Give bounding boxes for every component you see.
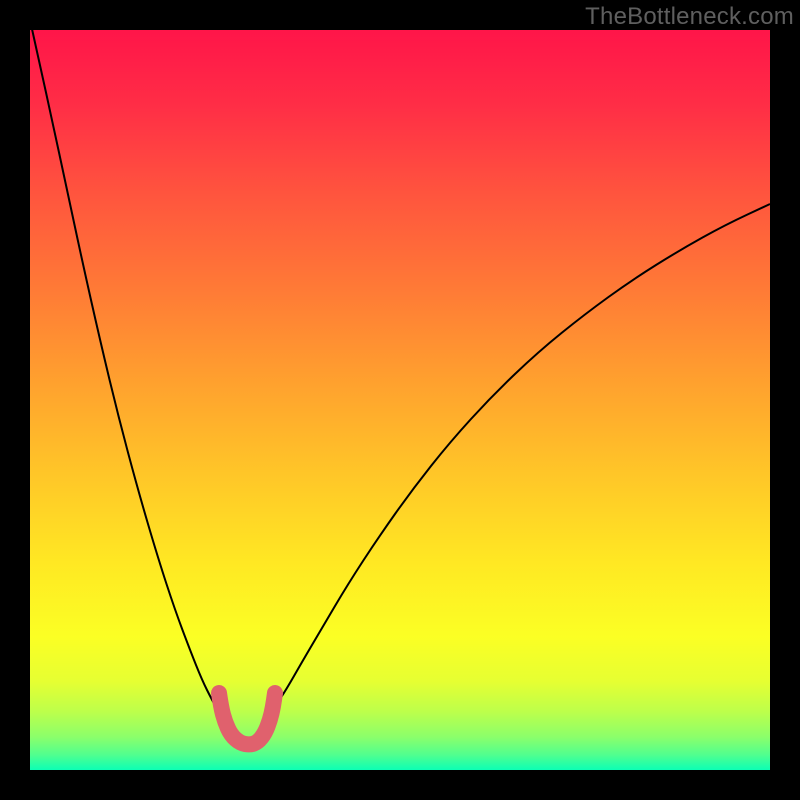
figure-root: TheBottleneck.com: [0, 0, 800, 800]
plot-background-gradient: [30, 30, 770, 770]
watermark-text: TheBottleneck.com: [585, 3, 794, 31]
bottleneck-chart: [0, 0, 800, 800]
